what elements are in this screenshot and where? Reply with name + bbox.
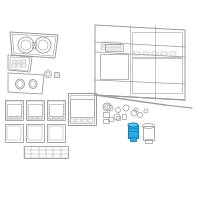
Bar: [130, 137, 136, 141]
Bar: [22, 60, 26, 63]
Bar: [5, 124, 23, 142]
Bar: [7, 126, 21, 140]
Bar: [28, 126, 42, 140]
Bar: [143, 52, 149, 55]
Bar: [12, 117, 16, 119]
Bar: [7, 117, 11, 119]
Bar: [128, 125, 138, 138]
Bar: [27, 101, 43, 119]
Bar: [6, 101, 22, 119]
Bar: [49, 126, 63, 140]
Bar: [82, 119, 87, 122]
Bar: [47, 124, 65, 142]
Bar: [143, 126, 154, 140]
Bar: [132, 58, 182, 93]
Bar: [101, 42, 121, 44]
Bar: [49, 104, 63, 116]
Bar: [7, 104, 21, 116]
Bar: [28, 117, 32, 119]
Bar: [24, 146, 68, 158]
Bar: [88, 119, 93, 122]
Bar: [55, 73, 58, 76]
Bar: [38, 117, 42, 119]
Bar: [17, 64, 21, 67]
Bar: [145, 139, 152, 143]
Bar: [12, 64, 16, 67]
Bar: [132, 32, 182, 57]
Bar: [26, 100, 44, 120]
Bar: [76, 119, 81, 122]
Bar: [48, 101, 64, 119]
Bar: [70, 99, 94, 117]
Bar: [17, 60, 21, 63]
Bar: [70, 119, 75, 122]
Bar: [103, 119, 109, 123]
Bar: [33, 117, 37, 119]
Bar: [28, 104, 42, 116]
Bar: [122, 114, 126, 119]
Bar: [17, 117, 21, 119]
Bar: [100, 54, 128, 79]
Bar: [26, 124, 44, 142]
Bar: [101, 48, 121, 50]
Bar: [170, 52, 176, 55]
Bar: [59, 117, 63, 119]
Bar: [47, 100, 65, 120]
Bar: [68, 93, 96, 125]
Bar: [22, 64, 26, 67]
Bar: [152, 52, 158, 55]
Bar: [54, 72, 59, 77]
Bar: [49, 117, 53, 119]
Ellipse shape: [128, 123, 138, 127]
Bar: [116, 116, 120, 120]
Bar: [134, 52, 140, 55]
Bar: [12, 60, 16, 63]
Bar: [161, 52, 167, 55]
Bar: [105, 44, 123, 51]
Bar: [54, 117, 58, 119]
Bar: [103, 112, 109, 117]
Bar: [101, 45, 121, 47]
Bar: [5, 100, 23, 120]
Bar: [32, 42, 36, 48]
Bar: [70, 95, 94, 123]
Bar: [108, 117, 113, 121]
